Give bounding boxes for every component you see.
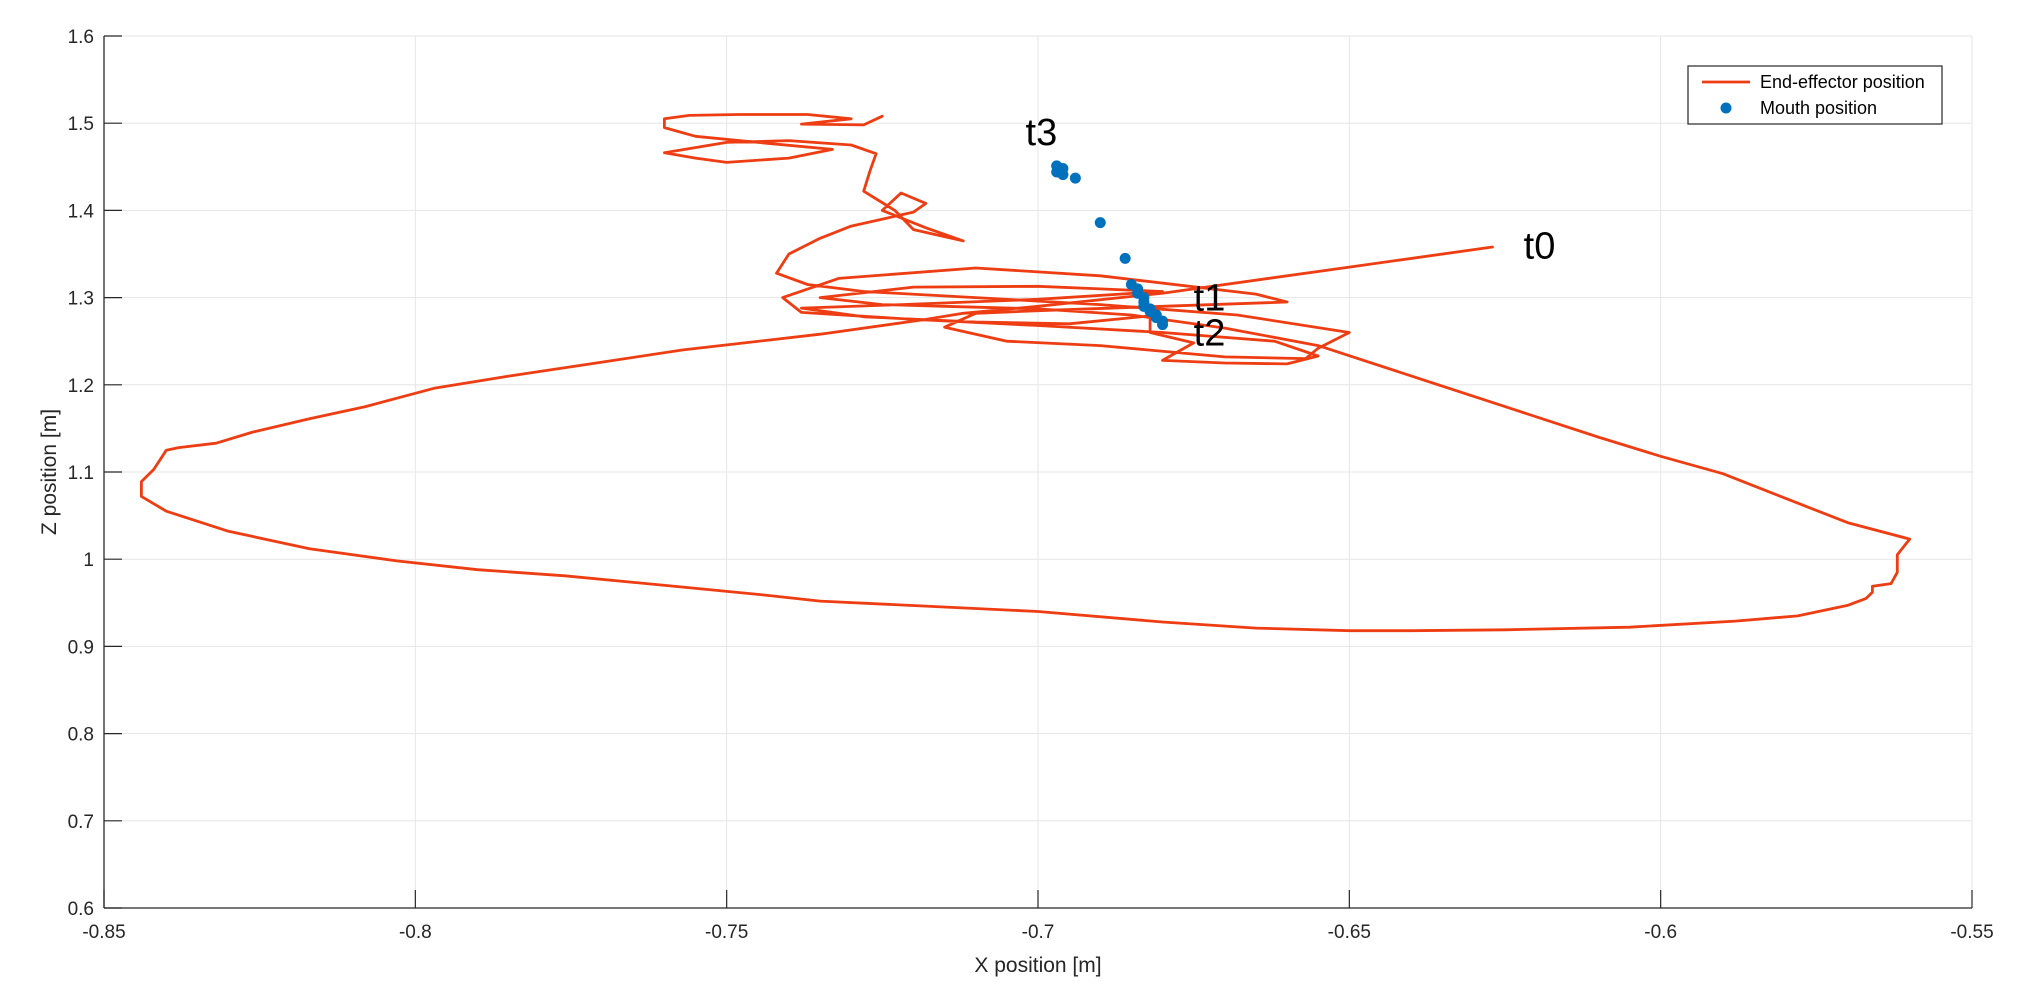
y-tick-label: 0.6 — [68, 899, 94, 920]
y-tick-label: 0.8 — [68, 725, 94, 746]
x-axis-label: X position [m] — [974, 954, 1101, 977]
y-tick-label: 1 — [83, 550, 94, 571]
annotation-label: t3 — [1026, 112, 1058, 154]
y-tick-label: 1.1 — [68, 463, 94, 484]
data-point-mouth — [1069, 172, 1081, 184]
data-point-mouth — [1157, 319, 1169, 331]
y-tick-label: 1.3 — [68, 289, 94, 310]
y-tick-label: 0.9 — [68, 637, 94, 658]
y-tick-label: 1.6 — [68, 27, 94, 48]
x-tick-label: -0.8 — [399, 922, 432, 943]
legend-box — [1687, 65, 1943, 125]
axes: -0.85 -0.8 -0.75 -0.7 -0.65 -0.6 -0.55 0.6 0.7 0.… — [68, 27, 1994, 943]
annotation-label: t2 — [1194, 312, 1226, 354]
legend-entry: End-effector position — [1760, 72, 1925, 92]
annotation-label: t0 — [1524, 225, 1556, 267]
y-tick-label: 1.2 — [68, 376, 94, 397]
series — [140, 113, 1912, 633]
y-tick-label: 1.5 — [68, 114, 94, 135]
data-point-mouth — [1057, 169, 1069, 181]
data-point-mouth — [1094, 217, 1106, 229]
x-tick-label: -0.75 — [705, 922, 748, 943]
y-tick-label: 0.7 — [68, 812, 94, 833]
legend-marker-swatch — [1720, 102, 1732, 114]
x-tick-label: -0.6 — [1644, 922, 1677, 943]
y-axis-label: Z position [m] — [38, 409, 61, 535]
x-tick-label: -0.7 — [1022, 922, 1055, 943]
series-line-end-effector — [140, 113, 1912, 633]
y-tick-label: 1.4 — [68, 201, 95, 222]
x-tick-label: -0.55 — [1950, 922, 1993, 943]
x-tick-label: -0.85 — [82, 922, 125, 943]
data-point-mouth — [1119, 252, 1131, 264]
annotation-label: t1 — [1194, 278, 1226, 320]
legend: End-effector position Mouth position — [1687, 65, 1943, 125]
x-tick-label: -0.65 — [1328, 922, 1371, 943]
legend-entry: Mouth position — [1760, 98, 1877, 118]
